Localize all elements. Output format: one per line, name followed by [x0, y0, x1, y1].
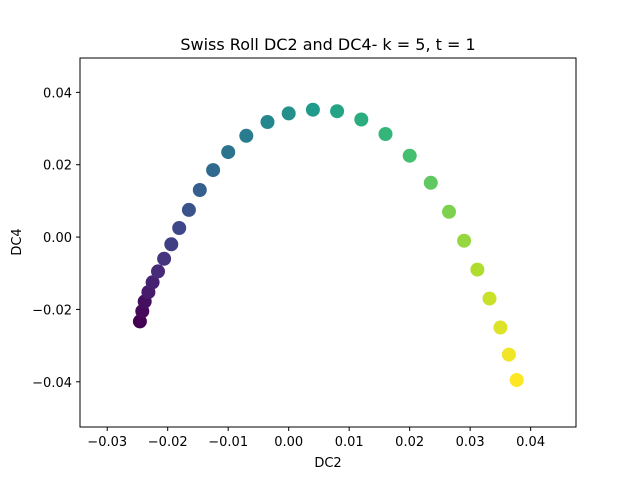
x-tick-label: 0.04	[516, 435, 545, 450]
scatter-point	[192, 183, 207, 197]
y-tick-label: −0.04	[32, 376, 72, 391]
x-tick-label: 0.00	[274, 435, 303, 450]
scatter-point	[151, 264, 165, 279]
x-tick-label: −0.02	[148, 435, 188, 450]
scatter-point	[145, 275, 160, 290]
scatter-point	[402, 148, 417, 163]
scatter-point	[260, 115, 275, 129]
y-tick-label: 0.02	[43, 159, 72, 174]
scatter-point	[378, 127, 393, 141]
scatter-point	[206, 163, 221, 178]
x-axis-ticks: −0.03 −0.02 −0.01 0.00 0.01 0.02 0.03 0.04	[87, 427, 545, 450]
x-axis-label: DC2	[314, 456, 341, 471]
scatter-point	[172, 221, 187, 235]
x-tick-label: 0.02	[395, 435, 424, 450]
y-axis-label: DC4	[10, 228, 25, 255]
x-tick-label: 0.03	[456, 435, 485, 450]
scatter-point	[221, 145, 236, 160]
scatter-points	[132, 102, 524, 387]
scatter-point	[305, 102, 320, 117]
scatter-point	[493, 320, 508, 335]
scatter-point	[470, 262, 485, 277]
y-tick-label: 0.00	[43, 231, 72, 246]
y-tick-label: −0.02	[32, 303, 72, 318]
plot-area-frame	[79, 57, 577, 428]
scatter-point	[164, 237, 179, 252]
scatter-point	[281, 106, 296, 121]
scatter-point	[482, 291, 497, 306]
scatter-point	[181, 202, 196, 217]
scatter-point	[442, 204, 456, 219]
chart-title: Swiss Roll DC2 and DC4- k = 5, t = 1	[180, 35, 475, 54]
scatter-point	[157, 251, 172, 266]
scatter-point	[330, 104, 345, 119]
scatter-point	[457, 233, 472, 248]
x-tick-label: 0.01	[335, 435, 364, 450]
scatter-point	[354, 112, 369, 127]
x-tick-label: −0.01	[208, 435, 248, 450]
y-axis-ticks: −0.04 −0.02 0.00 0.02 0.04	[32, 86, 80, 391]
scatter-point	[239, 128, 254, 143]
y-tick-label: 0.04	[43, 86, 72, 101]
x-tick-label: −0.03	[87, 435, 127, 450]
scatter-point	[509, 373, 524, 387]
scatter-point	[423, 175, 438, 190]
scatter-point	[501, 347, 516, 362]
